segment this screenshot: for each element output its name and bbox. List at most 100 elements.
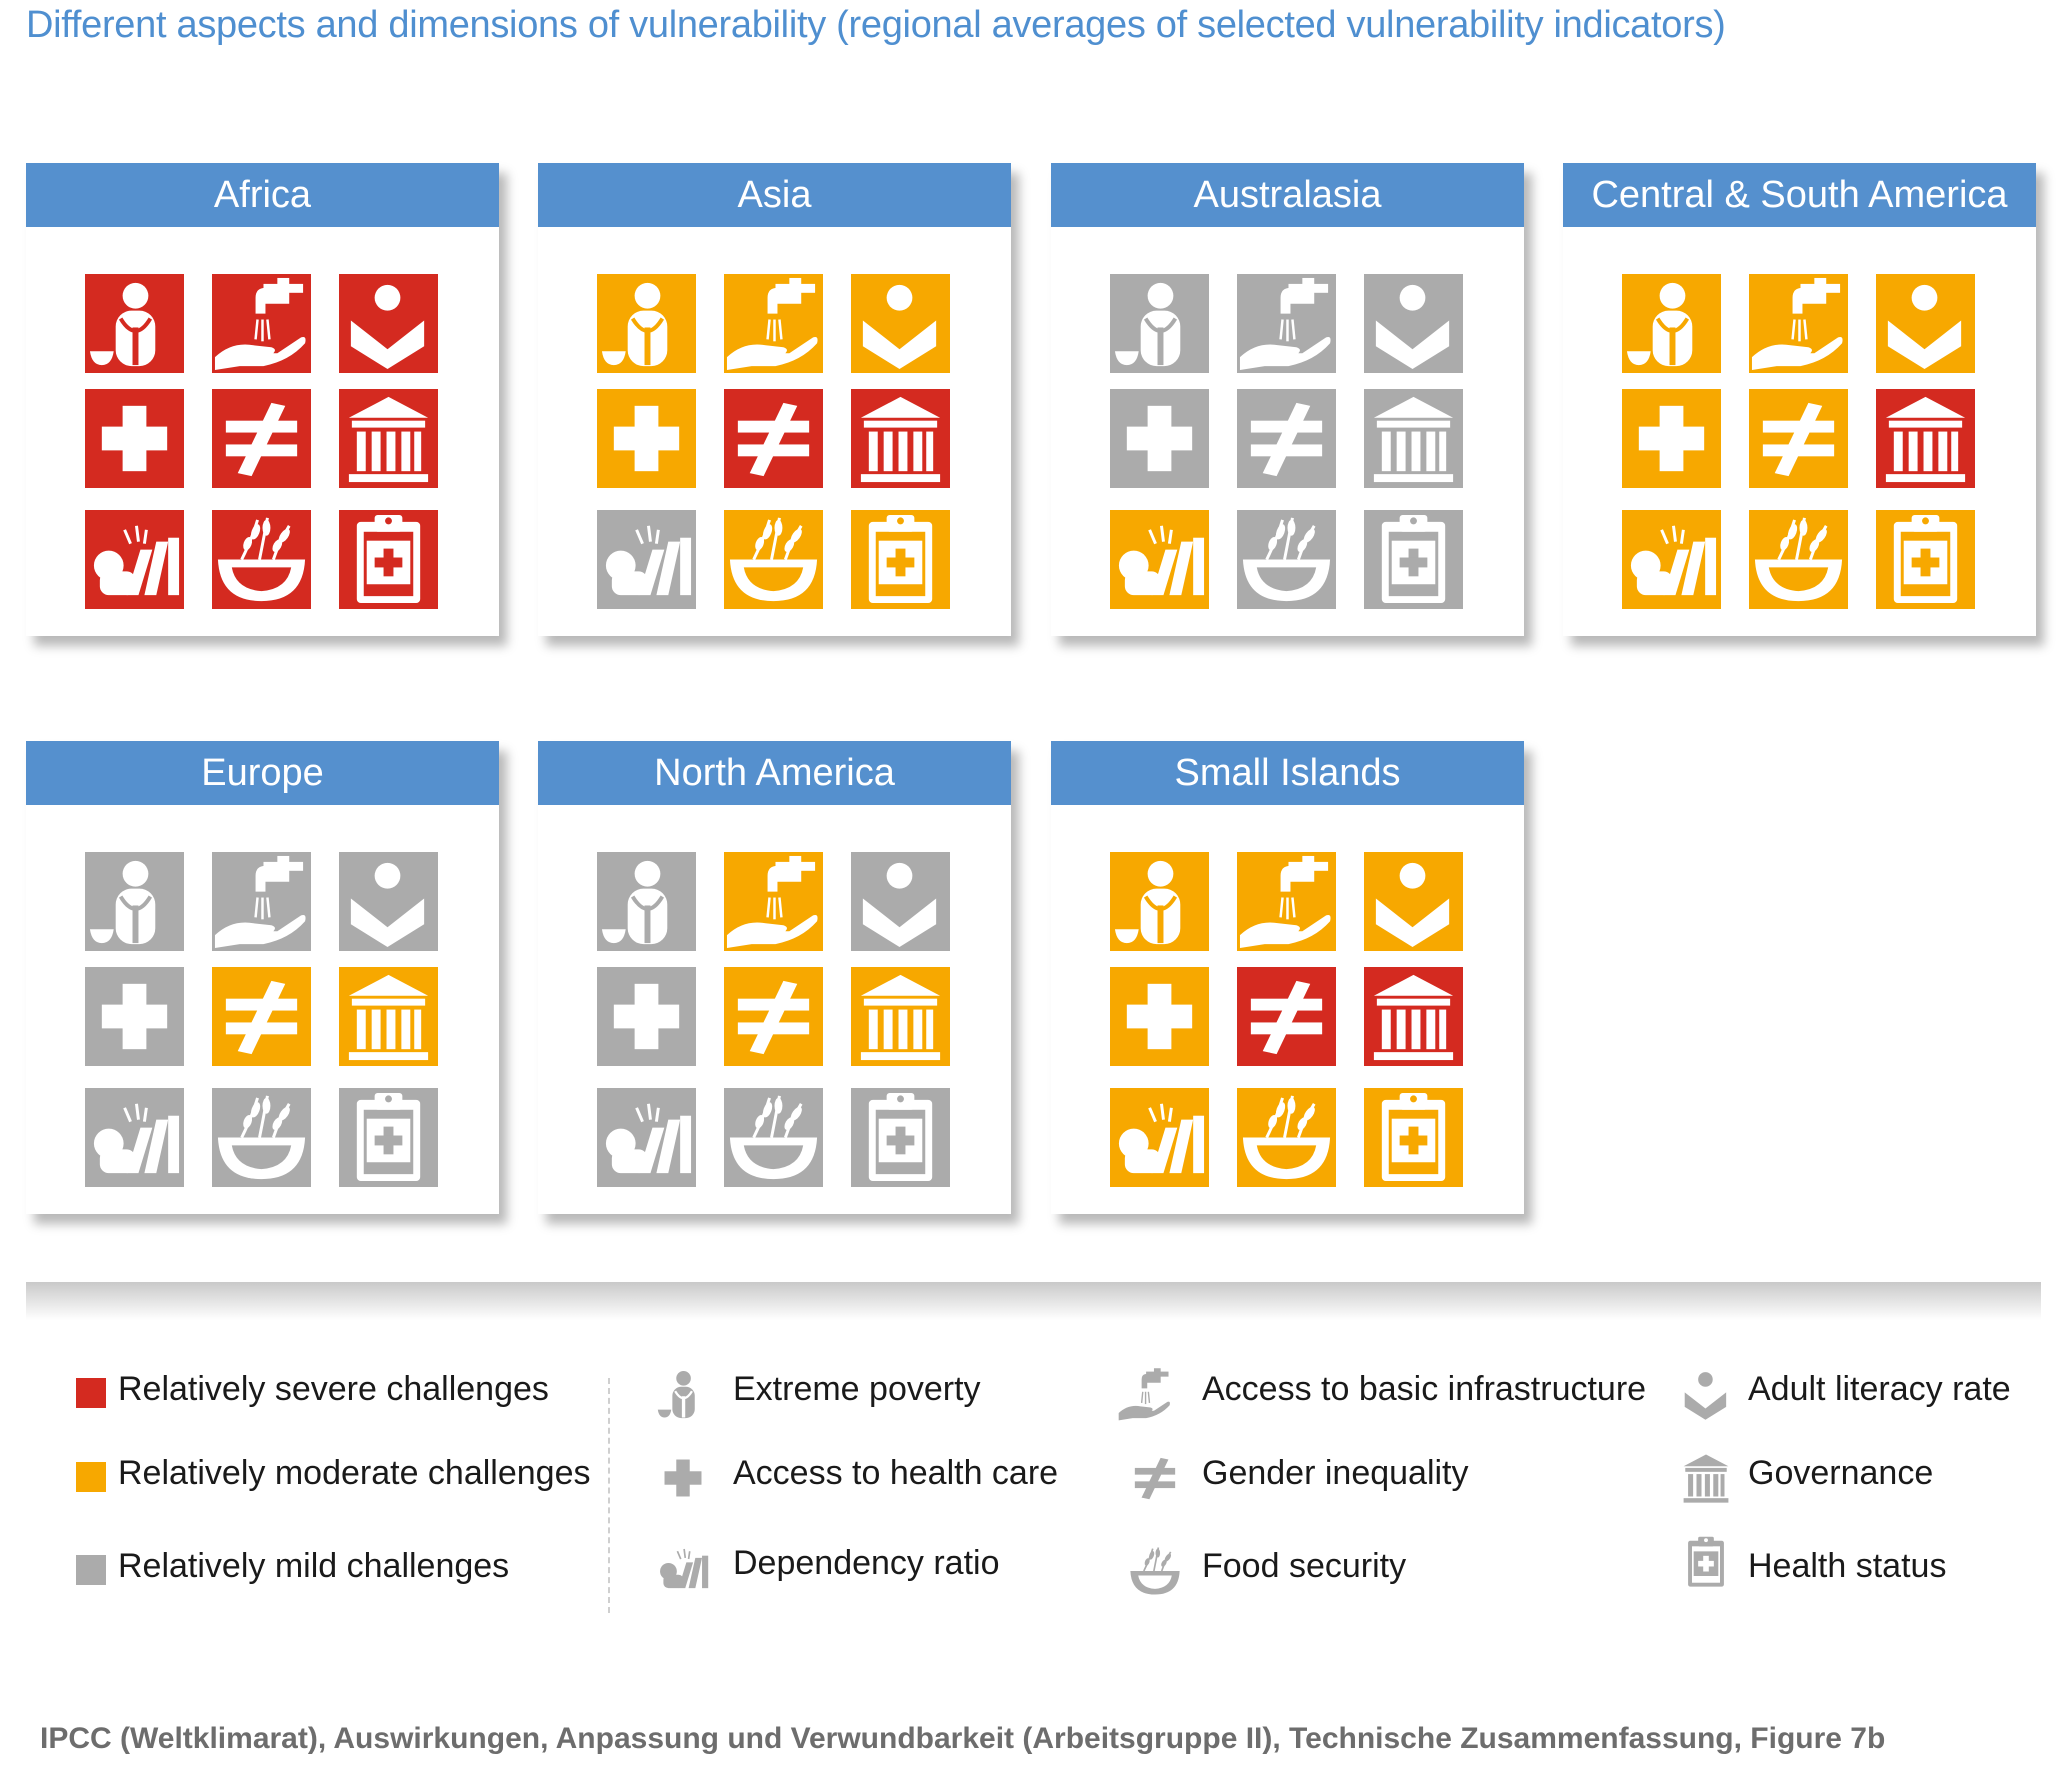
health-status-icon	[851, 510, 950, 609]
legend-swatch-mild	[76, 1555, 106, 1585]
region-panel-europe: Europe	[26, 741, 499, 1214]
legend-swatch-severe	[76, 1378, 106, 1408]
health-status-icon	[1876, 510, 1975, 609]
region-title: North America	[538, 741, 1011, 805]
gender-inequality-icon	[1127, 1450, 1183, 1506]
region-title: Small Islands	[1051, 741, 1524, 805]
basic-infrastructure-icon	[1117, 1366, 1173, 1422]
basic-infrastructure-icon	[212, 274, 311, 373]
gender-inequality-icon	[1237, 389, 1336, 488]
divider	[26, 1282, 2041, 1320]
governance-icon	[1678, 1450, 1734, 1506]
governance-icon	[339, 967, 438, 1066]
health-care-icon	[1110, 967, 1209, 1066]
dependency-ratio-icon	[1110, 510, 1209, 609]
legend-label-severe: Relatively severe challenges	[118, 1370, 549, 1408]
extreme-poverty-icon	[1110, 852, 1209, 951]
region-title: Central & South America	[1563, 163, 2036, 227]
basic-infrastructure-icon	[1749, 274, 1848, 373]
region-title: Asia	[538, 163, 1011, 227]
region-panel-small-islands: Small Islands	[1051, 741, 1524, 1214]
gender-inequality-icon	[1237, 967, 1336, 1066]
governance-icon	[851, 967, 950, 1066]
adult-literacy-icon	[339, 274, 438, 373]
food-security-icon	[212, 510, 311, 609]
health-care-icon	[1110, 389, 1209, 488]
region-panel-africa: Africa	[26, 163, 499, 636]
health-care-icon	[85, 967, 184, 1066]
region-panel-asia: Asia	[538, 163, 1011, 636]
extreme-poverty-icon	[85, 274, 184, 373]
adult-literacy-icon	[339, 852, 438, 951]
health-status-icon	[1678, 1534, 1734, 1590]
governance-icon	[339, 389, 438, 488]
basic-infrastructure-icon	[1237, 274, 1336, 373]
extreme-poverty-icon	[597, 852, 696, 951]
gender-inequality-icon	[1749, 389, 1848, 488]
food-security-icon	[1237, 510, 1336, 609]
dependency-ratio-icon	[597, 510, 696, 609]
region-panel-north-america: North America	[538, 741, 1011, 1214]
adult-literacy-icon	[851, 852, 950, 951]
health-care-icon	[655, 1450, 711, 1506]
source-footer: IPCC (Weltklimarat), Auswirkungen, Anpas…	[40, 1722, 1886, 1755]
dependency-ratio-icon	[655, 1540, 711, 1596]
legend-label-mild: Relatively mild challenges	[118, 1547, 510, 1585]
governance-icon	[851, 389, 950, 488]
health-care-icon	[85, 389, 184, 488]
food-security-icon	[1127, 1543, 1183, 1599]
legend-label-dependency-ratio: Dependency ratio	[733, 1544, 1000, 1582]
legend-label-basic-infrastructure: Access to basic infrastructure	[1202, 1370, 1647, 1408]
dependency-ratio-icon	[597, 1088, 696, 1187]
adult-literacy-icon	[1876, 274, 1975, 373]
food-security-icon	[1237, 1088, 1336, 1187]
dependency-ratio-icon	[85, 1088, 184, 1187]
legend-label-health-care: Access to health care	[733, 1454, 1059, 1492]
adult-literacy-icon	[1678, 1366, 1734, 1422]
adult-literacy-icon	[1364, 852, 1463, 951]
region-title: Africa	[26, 163, 499, 227]
legend-label-health-status: Health status	[1748, 1547, 1947, 1585]
dependency-ratio-icon	[85, 510, 184, 609]
extreme-poverty-icon	[1622, 274, 1721, 373]
governance-icon	[1876, 389, 1975, 488]
legend-label-food-security: Food security	[1202, 1547, 1407, 1585]
health-status-icon	[339, 510, 438, 609]
extreme-poverty-icon	[1110, 274, 1209, 373]
extreme-poverty-icon	[655, 1366, 711, 1422]
legend-label-extreme-poverty: Extreme poverty	[733, 1370, 981, 1408]
region-title: Europe	[26, 741, 499, 805]
legend-label-adult-literacy: Adult literacy rate	[1748, 1370, 2011, 1408]
legend-swatch-moderate	[76, 1462, 106, 1492]
dependency-ratio-icon	[1622, 510, 1721, 609]
adult-literacy-icon	[851, 274, 950, 373]
dependency-ratio-icon	[1110, 1088, 1209, 1187]
extreme-poverty-icon	[85, 852, 184, 951]
health-status-icon	[1364, 510, 1463, 609]
basic-infrastructure-icon	[724, 852, 823, 951]
health-care-icon	[597, 389, 696, 488]
health-status-icon	[851, 1088, 950, 1187]
adult-literacy-icon	[1364, 274, 1463, 373]
legend-separator	[608, 1378, 610, 1613]
gender-inequality-icon	[724, 967, 823, 1066]
extreme-poverty-icon	[597, 274, 696, 373]
gender-inequality-icon	[212, 389, 311, 488]
gender-inequality-icon	[724, 389, 823, 488]
basic-infrastructure-icon	[724, 274, 823, 373]
food-security-icon	[724, 510, 823, 609]
legend-label-gender-inequality: Gender inequality	[1202, 1454, 1469, 1492]
gender-inequality-icon	[212, 967, 311, 1066]
food-security-icon	[1749, 510, 1848, 609]
health-care-icon	[597, 967, 696, 1066]
region-panel-central-south-america: Central & South America	[1563, 163, 2036, 636]
basic-infrastructure-icon	[212, 852, 311, 951]
food-security-icon	[724, 1088, 823, 1187]
governance-icon	[1364, 967, 1463, 1066]
health-status-icon	[1364, 1088, 1463, 1187]
health-care-icon	[1622, 389, 1721, 488]
figure-title: Different aspects and dimensions of vuln…	[26, 4, 1726, 46]
region-panel-australasia: Australasia	[1051, 163, 1524, 636]
basic-infrastructure-icon	[1237, 852, 1336, 951]
governance-icon	[1364, 389, 1463, 488]
